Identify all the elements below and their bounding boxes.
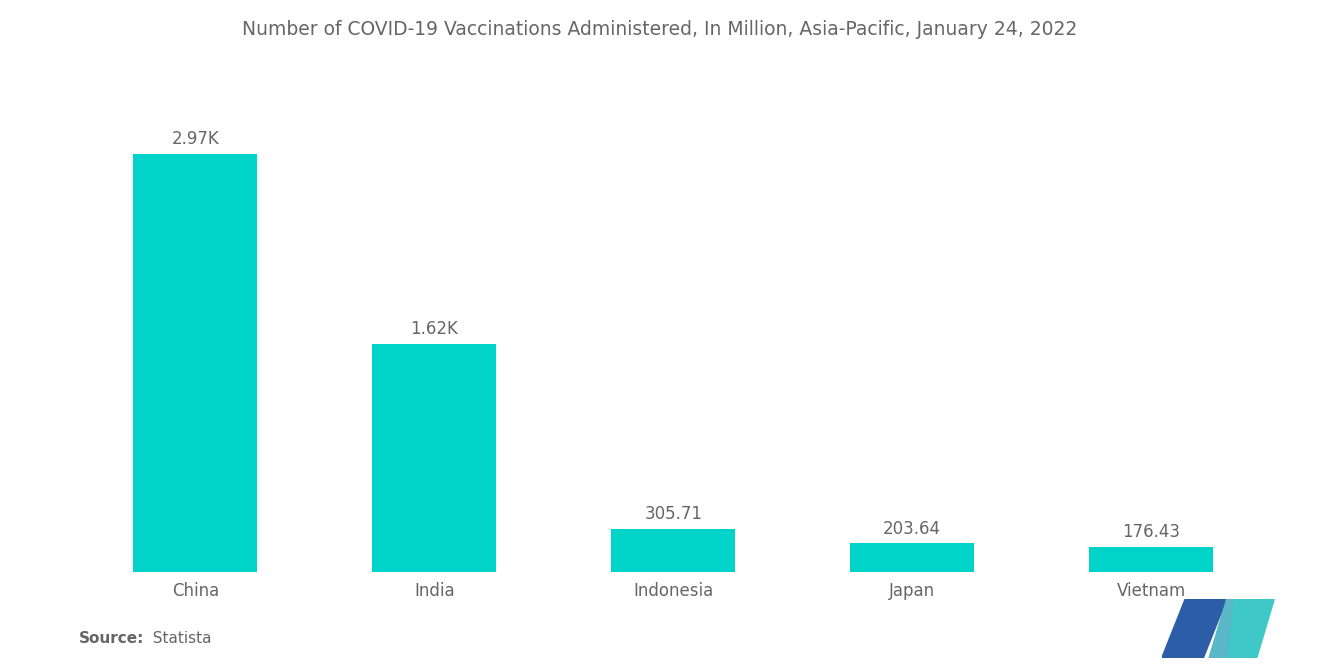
Text: 203.64: 203.64 bbox=[883, 519, 941, 537]
Bar bbox=[850, 543, 974, 572]
Bar bbox=[611, 529, 735, 572]
Text: 1.62K: 1.62K bbox=[411, 320, 458, 338]
Text: 305.71: 305.71 bbox=[644, 505, 702, 523]
Text: Statista: Statista bbox=[143, 631, 211, 646]
Bar bbox=[133, 154, 257, 572]
Text: 2.97K: 2.97K bbox=[172, 130, 219, 148]
Text: Number of COVID-19 Vaccinations Administered, In Million, Asia-Pacific, January : Number of COVID-19 Vaccinations Administ… bbox=[243, 20, 1077, 39]
Bar bbox=[1089, 547, 1213, 572]
Bar bbox=[372, 344, 496, 572]
Polygon shape bbox=[1209, 598, 1233, 658]
Text: Source:: Source: bbox=[79, 631, 145, 646]
Polygon shape bbox=[1209, 598, 1274, 658]
Polygon shape bbox=[1162, 598, 1226, 658]
Text: 176.43: 176.43 bbox=[1122, 523, 1180, 541]
